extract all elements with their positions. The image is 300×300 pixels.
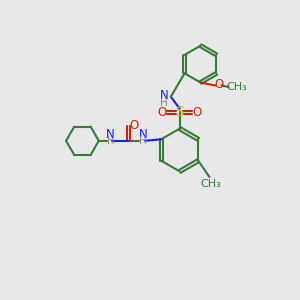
Text: S: S xyxy=(175,105,184,119)
Text: H: H xyxy=(107,136,115,146)
Text: H: H xyxy=(140,136,147,146)
Text: N: N xyxy=(160,89,169,102)
Text: O: O xyxy=(193,106,202,119)
Text: N: N xyxy=(106,128,115,141)
Text: O: O xyxy=(214,77,224,91)
Text: CH₃: CH₃ xyxy=(200,178,221,189)
Text: N: N xyxy=(139,128,148,141)
Text: O: O xyxy=(158,106,167,119)
Text: H: H xyxy=(160,98,168,108)
Text: CH₃: CH₃ xyxy=(227,82,248,92)
Text: O: O xyxy=(130,119,139,132)
